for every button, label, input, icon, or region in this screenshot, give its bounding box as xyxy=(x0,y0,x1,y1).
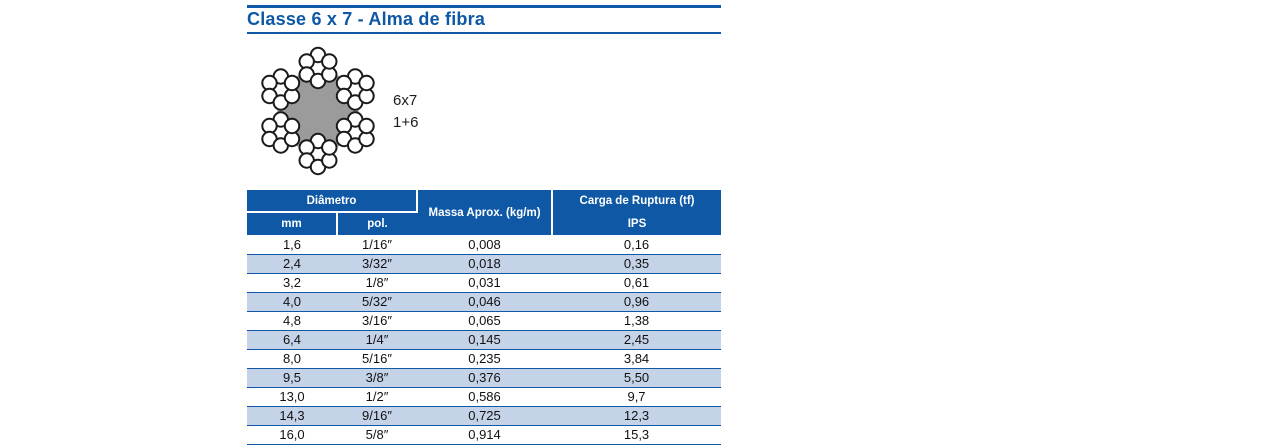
wire-circle xyxy=(283,74,301,92)
cell-pol: 1/4″ xyxy=(337,330,418,350)
cell-mm: 2,4 xyxy=(247,254,337,274)
cell-pol: 3/32″ xyxy=(337,254,418,274)
cell-pol: 5/16″ xyxy=(337,349,418,369)
cell-massa: 0,235 xyxy=(417,349,553,369)
diagram-labels: 6x7 1+6 xyxy=(393,90,418,134)
cell-massa: 0,031 xyxy=(417,273,553,293)
cell-mm: 9,5 xyxy=(247,368,337,388)
cell-massa: 0,914 xyxy=(417,425,553,445)
header-breaking-load: Carga de Ruptura (tf) xyxy=(552,190,722,212)
cell-mm: 8,0 xyxy=(247,349,337,369)
strand-formula-label: 1+6 xyxy=(393,114,419,131)
cell-massa: 0,145 xyxy=(417,330,553,350)
header-mm: mm xyxy=(247,212,338,235)
table-row: 8,0 5/16″ 0,235 3,84 xyxy=(247,349,722,369)
cell-pol: 3/8″ xyxy=(337,368,418,388)
table-row: 9,5 3/8″ 0,376 5,50 xyxy=(247,368,722,388)
cell-mm: 3,2 xyxy=(247,273,337,293)
table-row: 1,6 1/16″ 0,008 0,16 xyxy=(247,235,722,255)
header-grade: IPS xyxy=(552,212,722,235)
title-rule-bottom xyxy=(247,32,721,34)
header-pol: pol. xyxy=(337,212,418,235)
construction-label: 6x7 xyxy=(393,92,418,109)
cell-carga: 3,84 xyxy=(552,349,722,369)
cell-mm: 16,0 xyxy=(247,425,337,445)
cell-mm: 4,8 xyxy=(247,311,337,331)
table-row: 2,4 3/32″ 0,018 0,35 xyxy=(247,254,722,274)
wire-circle xyxy=(321,139,338,156)
rope-diagram-svg xyxy=(261,46,375,176)
table-row: 13,0 1/2″ 0,586 9,7 xyxy=(247,387,722,407)
cell-carga: 0,16 xyxy=(552,235,722,255)
cell-pol: 5/32″ xyxy=(337,292,418,312)
cell-pol: 1/16″ xyxy=(337,235,418,255)
cell-massa: 0,586 xyxy=(417,387,553,407)
table-row: 16,0 5/8″ 0,914 15,3 xyxy=(247,425,722,445)
cell-carga: 0,61 xyxy=(552,273,722,293)
cell-mm: 14,3 xyxy=(247,406,337,426)
table-row: 6,4 1/4″ 0,145 2,45 xyxy=(247,330,722,350)
cell-carga: 2,45 xyxy=(552,330,722,350)
rope-cross-section-diagram xyxy=(250,44,386,178)
spec-table: Diâmetro Massa Aprox. (kg/m) Carga de Ru… xyxy=(247,190,722,445)
cell-massa: 0,725 xyxy=(417,406,553,426)
cell-carga: 1,38 xyxy=(552,311,722,331)
table-body: 1,6 1/16″ 0,008 0,16 2,4 3/32″ 0,018 0,35 3,2 1/8… xyxy=(247,235,722,445)
page-title: Classe 6 x 7 - Alma de fibra xyxy=(247,9,486,29)
wire-circle xyxy=(358,117,375,135)
title-rule-top xyxy=(247,5,721,8)
table-row: 4,0 5/32″ 0,046 0,96 xyxy=(247,292,722,312)
cell-mm: 6,4 xyxy=(247,330,337,350)
cell-pol: 5/8″ xyxy=(337,425,418,445)
table-row: 14,3 9/16″ 0,725 12,3 xyxy=(247,406,722,426)
cell-mm: 4,0 xyxy=(247,292,337,312)
cell-massa: 0,046 xyxy=(417,292,553,312)
cell-carga: 9,7 xyxy=(552,387,722,407)
cell-pol: 9/16″ xyxy=(337,406,418,426)
wire-circle xyxy=(321,53,338,70)
wire-strands xyxy=(261,46,375,176)
cell-massa: 0,065 xyxy=(417,311,553,331)
cell-pol: 1/2″ xyxy=(337,387,418,407)
cell-massa: 0,376 xyxy=(417,368,553,388)
spec-table-header: Diâmetro Massa Aprox. (kg/m) Carga de Ru… xyxy=(247,190,722,235)
cell-carga: 0,96 xyxy=(552,292,722,312)
cell-carga: 15,3 xyxy=(552,425,722,445)
table-row: 4,8 3/16″ 0,065 1,38 xyxy=(247,311,722,331)
cell-pol: 1/8″ xyxy=(337,273,418,293)
table-row: 3,2 1/8″ 0,031 0,61 xyxy=(247,273,722,293)
cell-carga: 5,50 xyxy=(552,368,722,388)
cell-mm: 1,6 xyxy=(247,235,337,255)
wire-circle xyxy=(358,74,375,92)
header-mass: Massa Aprox. (kg/m) xyxy=(417,190,554,235)
cell-massa: 0,018 xyxy=(417,254,553,274)
content-column: Classe 6 x 7 - Alma de fibra 6x7 1+6 Diâ… xyxy=(247,0,722,446)
cell-carga: 12,3 xyxy=(552,406,722,426)
header-diameter-group: Diâmetro xyxy=(247,190,419,213)
cell-massa: 0,008 xyxy=(417,235,553,255)
cell-pol: 3/16″ xyxy=(337,311,418,331)
cell-mm: 13,0 xyxy=(247,387,337,407)
wire-circle xyxy=(283,117,301,135)
cell-carga: 0,35 xyxy=(552,254,722,274)
